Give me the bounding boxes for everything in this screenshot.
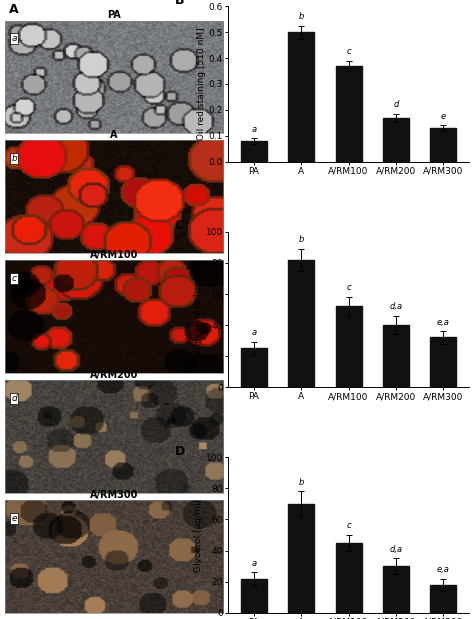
Text: B: B <box>175 0 184 7</box>
Text: e: e <box>11 514 17 523</box>
Text: c: c <box>346 47 351 56</box>
Text: C: C <box>175 219 184 232</box>
Title: PA: PA <box>107 11 121 20</box>
Y-axis label: Triglycerides [μg/ml]: Triglycerides [μg/ml] <box>194 263 203 356</box>
Text: a: a <box>11 34 17 43</box>
Bar <box>430 337 456 387</box>
Text: c: c <box>11 274 16 283</box>
Text: D: D <box>175 445 185 458</box>
Text: b: b <box>299 12 304 21</box>
Bar <box>288 32 314 162</box>
Bar <box>336 543 362 613</box>
Text: d: d <box>393 100 399 109</box>
Text: c: c <box>346 284 351 292</box>
Text: b: b <box>299 478 304 487</box>
Bar <box>430 585 456 613</box>
Bar <box>241 141 267 162</box>
Y-axis label: Oil red staining [510 nM]: Oil red staining [510 nM] <box>197 28 206 141</box>
Text: d,a: d,a <box>389 545 402 554</box>
Bar <box>383 118 409 162</box>
Title: A: A <box>110 131 118 141</box>
Bar <box>383 325 409 387</box>
Bar <box>336 66 362 162</box>
Bar <box>383 566 409 613</box>
Bar <box>241 348 267 387</box>
Title: A/RM200: A/RM200 <box>90 370 138 380</box>
Y-axis label: Glycerol [μg/ml]: Glycerol [μg/ml] <box>194 498 203 571</box>
Title: A/RM100: A/RM100 <box>90 250 138 261</box>
Text: a: a <box>251 125 256 134</box>
Text: e,a: e,a <box>437 318 450 327</box>
Text: b: b <box>11 154 17 163</box>
Bar <box>430 128 456 162</box>
Bar <box>288 504 314 613</box>
Text: b: b <box>299 235 304 244</box>
Bar <box>288 260 314 387</box>
Text: a: a <box>251 559 256 568</box>
Title: A/RM300: A/RM300 <box>90 490 138 500</box>
Text: c: c <box>346 521 351 530</box>
Text: d: d <box>11 394 17 403</box>
Text: e,a: e,a <box>437 565 450 574</box>
Text: d,a: d,a <box>389 302 402 311</box>
Bar <box>241 579 267 613</box>
Bar <box>336 306 362 387</box>
Text: a: a <box>251 329 256 337</box>
Text: A: A <box>9 3 19 16</box>
Text: e: e <box>441 112 446 121</box>
